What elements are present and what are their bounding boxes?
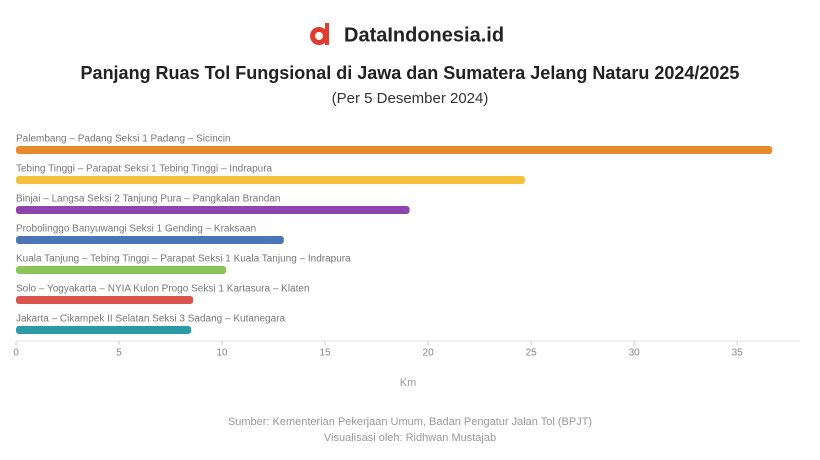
chart-title: Panjang Ruas Tol Fungsional di Jawa dan … [81, 63, 740, 83]
x-tick-label: 20 [423, 348, 435, 359]
bar [16, 206, 410, 214]
x-tick-label: 15 [320, 348, 332, 359]
bar [16, 296, 194, 304]
bar [16, 176, 525, 184]
chart-subtitle: (Per 5 Desember 2024) [332, 90, 489, 107]
bar-label: Solo – Yogyakarta – NYIA Kulon Progo Sek… [16, 284, 310, 295]
x-tick-label: 30 [629, 348, 641, 359]
bar-label: Jakarta – Cikampek II Selatan Seksi 3 Sa… [16, 314, 285, 325]
credit: Visualisasi oleh: Ridhwan Mustajab [324, 432, 496, 444]
x-tick-label: 35 [732, 348, 744, 359]
bar-label: Tebing Tinggi – Parapat Seksi 1 Tebing T… [16, 164, 273, 175]
logo [310, 23, 329, 45]
x-tick-label: 10 [216, 348, 228, 359]
bar-label: Palembang – Padang Seksi 1 Padang – Sici… [16, 134, 231, 145]
x-axis-title: Km [400, 377, 417, 389]
source: Sumber: Kementerian Pekerjaan Umum, Bada… [228, 416, 592, 428]
bar-label: Binjai – Langsa Seksi 2 Tanjung Pura – P… [16, 194, 280, 205]
bar [16, 146, 773, 154]
bar-label: Probolinggo Banyuwangi Seksi 1 Gending –… [16, 224, 256, 235]
x-tick-label: 25 [526, 348, 538, 359]
x-tick-label: 5 [116, 348, 122, 359]
bar [16, 326, 192, 334]
x-tick-label: 0 [13, 348, 19, 359]
bar [16, 236, 284, 244]
bar-label: Kuala Tanjung – Tebing Tinggi – Parapat … [16, 254, 351, 265]
bar [16, 266, 227, 274]
brand: DataIndonesia.id [344, 24, 504, 46]
